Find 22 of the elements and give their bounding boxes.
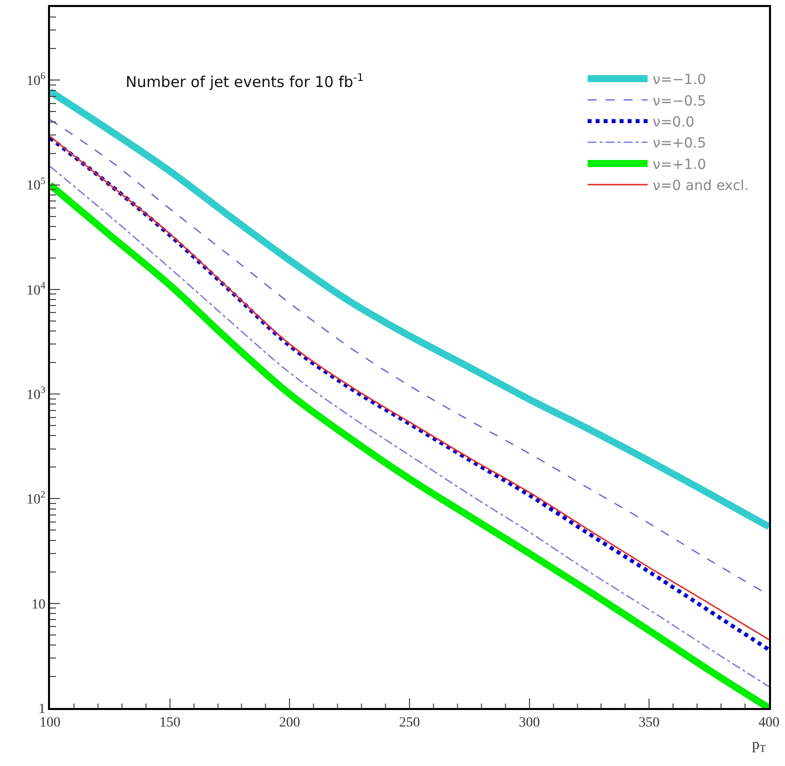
legend-label: ν=+0.5 (652, 136, 706, 152)
x-tick-label: 150 (159, 716, 180, 731)
legend-label: ν=−0.5 (652, 93, 706, 110)
x-axis-title: p$_{T}$ (752, 737, 766, 756)
x-tick-label: 350 (638, 716, 660, 731)
y-tick-label: 10$^{3}$ (26, 385, 46, 403)
y-tick-label: 10$^{5}$ (26, 176, 46, 194)
y-tick-label: 10$^{2}$ (26, 490, 46, 508)
y-tick-label: 10$^{6}$ (26, 71, 46, 90)
legend-label: ν=−1.0 (652, 72, 706, 88)
x-tick-label: 100 (40, 716, 60, 731)
y-tick-label: 1 (38, 702, 46, 717)
y-tick-label: 10$^{4}$ (26, 280, 46, 298)
x-tick-label: 250 (399, 716, 420, 731)
text: Number of jet events for 10 fb$^{-1}$ (126, 72, 364, 92)
x-tick-label: 400 (758, 716, 780, 731)
x-tick-label: 300 (518, 716, 540, 731)
x-tick-label: 200 (279, 716, 300, 731)
y-tick-label: 10 (31, 597, 46, 612)
legend-label: ν=+1.0 (652, 156, 706, 173)
legend-label: ν=0.0 (652, 114, 694, 131)
legend-label: ν=0 and excl. (652, 178, 749, 194)
